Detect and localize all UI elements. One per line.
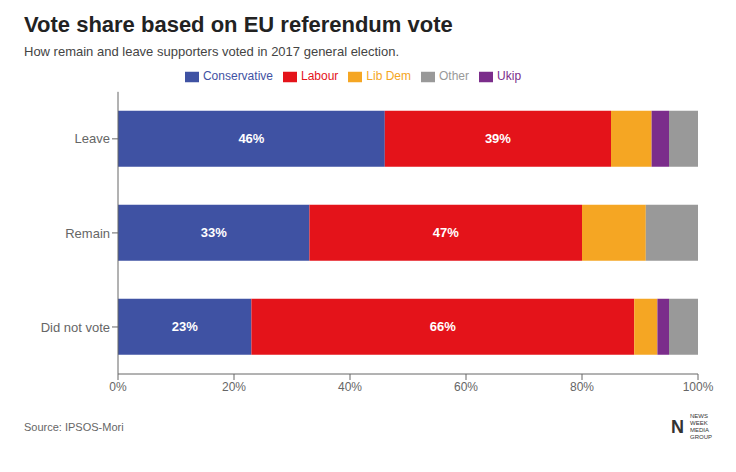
html-text:N: N xyxy=(671,416,684,437)
svg-text:47%: 47% xyxy=(433,225,459,240)
html-text:Other: Other xyxy=(439,69,469,83)
svg-text:20%: 20% xyxy=(222,380,246,394)
html-text:Conservative: Conservative xyxy=(202,69,273,83)
svg-text:40%: 40% xyxy=(338,380,362,394)
svg-text:60%: 60% xyxy=(454,380,478,394)
svg-text:80%: 80% xyxy=(570,380,594,394)
html-text:Labour: Labour xyxy=(301,69,339,83)
html-text:Vote share based on EU referen: Vote share based on EU referendum vote xyxy=(24,12,453,37)
html-text:Ukip: Ukip xyxy=(497,69,522,83)
html-text:Source: IPSOS-Mori: Source: IPSOS-Mori xyxy=(24,421,124,433)
svg-text:0%: 0% xyxy=(109,380,127,394)
svg-text:100%: 100% xyxy=(683,380,714,394)
svg-text:Leave: Leave xyxy=(75,131,110,146)
svg-text:Remain: Remain xyxy=(65,226,110,241)
html-text:NEWS WEEK MEDIA GROUP: NEWS WEEK MEDIA GROUP xyxy=(690,413,712,440)
html-text:Lib Dem: Lib Dem xyxy=(366,69,411,83)
svg-text:Did not vote: Did not vote xyxy=(41,320,110,335)
svg-text:23%: 23% xyxy=(172,319,198,334)
html-text:How remain and leave supporter: How remain and leave supporters voted in… xyxy=(24,44,400,59)
svg-text:66%: 66% xyxy=(430,319,456,334)
svg-text:39%: 39% xyxy=(485,131,511,146)
svg-text:33%: 33% xyxy=(201,225,227,240)
svg-text:46%: 46% xyxy=(238,131,264,146)
